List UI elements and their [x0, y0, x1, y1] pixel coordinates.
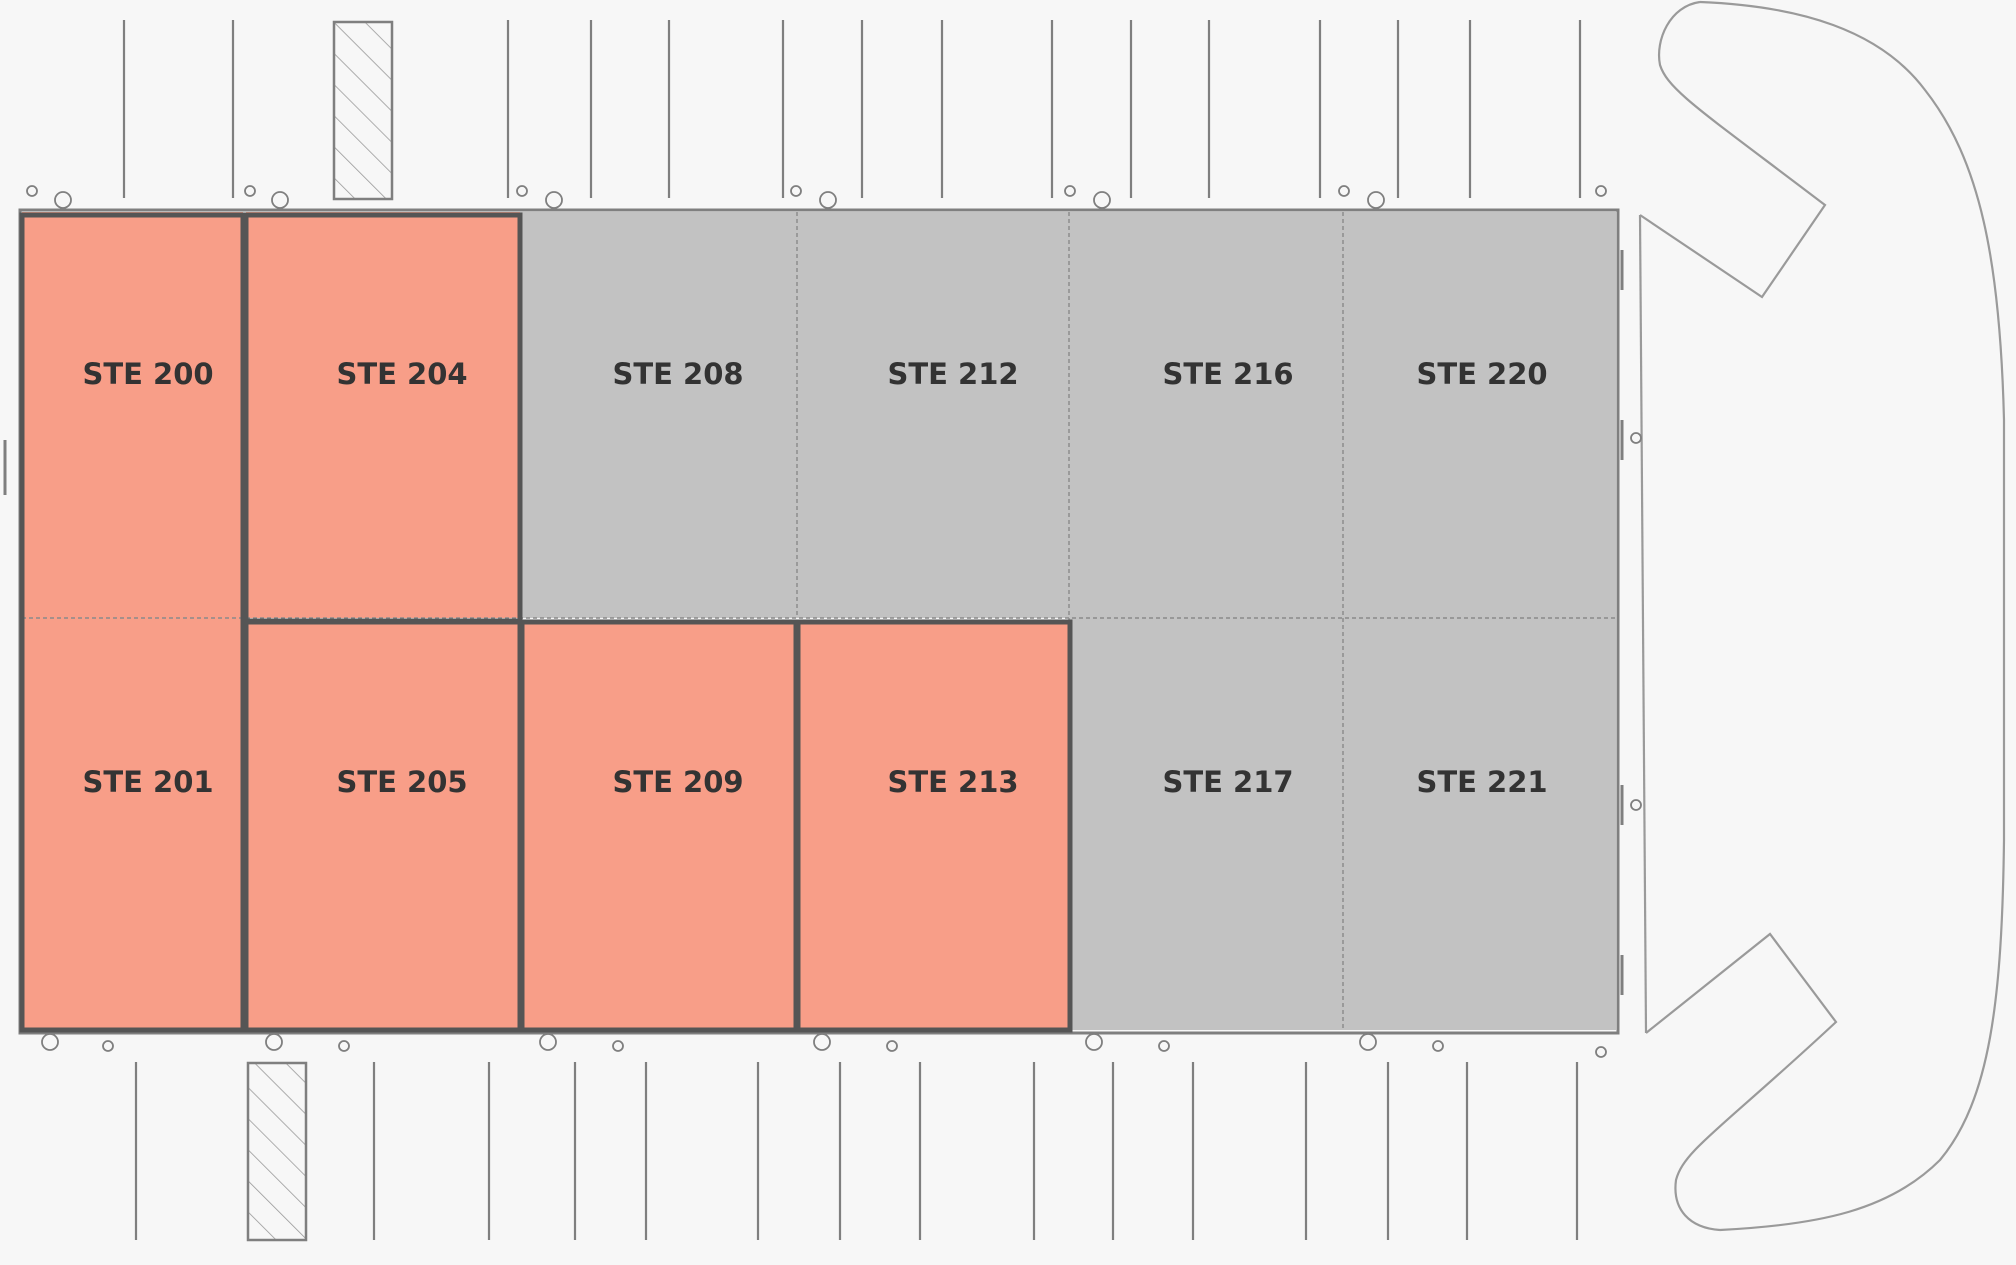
- suite-label-201: STE 201: [82, 765, 213, 799]
- suite-label-200: STE 200: [82, 357, 213, 391]
- suite-label-213: STE 213: [887, 765, 1018, 799]
- suite-208: [520, 212, 797, 618]
- occupied-outlines: [19, 212, 1073, 1033]
- suite-213: [800, 622, 1069, 1030]
- suite-label-212: STE 212: [887, 357, 1018, 391]
- accessible-stall-bottom: [246, 1061, 308, 1242]
- suite-209: [524, 622, 796, 1030]
- suite-201: [22, 618, 243, 1030]
- light-fixtures-bottom: [41, 432, 1642, 1058]
- suite-204: [246, 212, 520, 618]
- occupied-outline: [795, 619, 1073, 1033]
- suite-217: [1069, 618, 1343, 1030]
- suite-label-221: STE 221: [1416, 765, 1547, 799]
- suite-labels: STE 200 STE 204 STE 208 STE 212 STE 216 STE 2…: [82, 357, 1547, 799]
- suite-212: [797, 212, 1069, 618]
- parking-stalls-top: [122, 20, 1582, 198]
- drive-aisle-outline: [1638, 0, 2006, 1232]
- light-fixtures-top: [26, 185, 1607, 209]
- suite-label-209: STE 209: [612, 765, 743, 799]
- suite-label-217: STE 217: [1162, 765, 1293, 799]
- suite-205: [246, 622, 520, 1030]
- suite-221: [1343, 618, 1616, 1030]
- suite-label-204: STE 204: [336, 357, 467, 391]
- suite-216: [1069, 212, 1343, 618]
- suite-label-220: STE 220: [1416, 357, 1547, 391]
- suite-label-208: STE 208: [612, 357, 743, 391]
- suite-label-205: STE 205: [336, 765, 467, 799]
- occupied-outline: [19, 212, 246, 1033]
- parking-stalls-bottom: [134, 1062, 1579, 1240]
- suite-label-216: STE 216: [1162, 357, 1293, 391]
- accessible-stall-top: [332, 20, 394, 201]
- suite-layer: [22, 212, 1616, 1030]
- suite-200: [22, 212, 243, 618]
- suite-220: [1343, 212, 1616, 618]
